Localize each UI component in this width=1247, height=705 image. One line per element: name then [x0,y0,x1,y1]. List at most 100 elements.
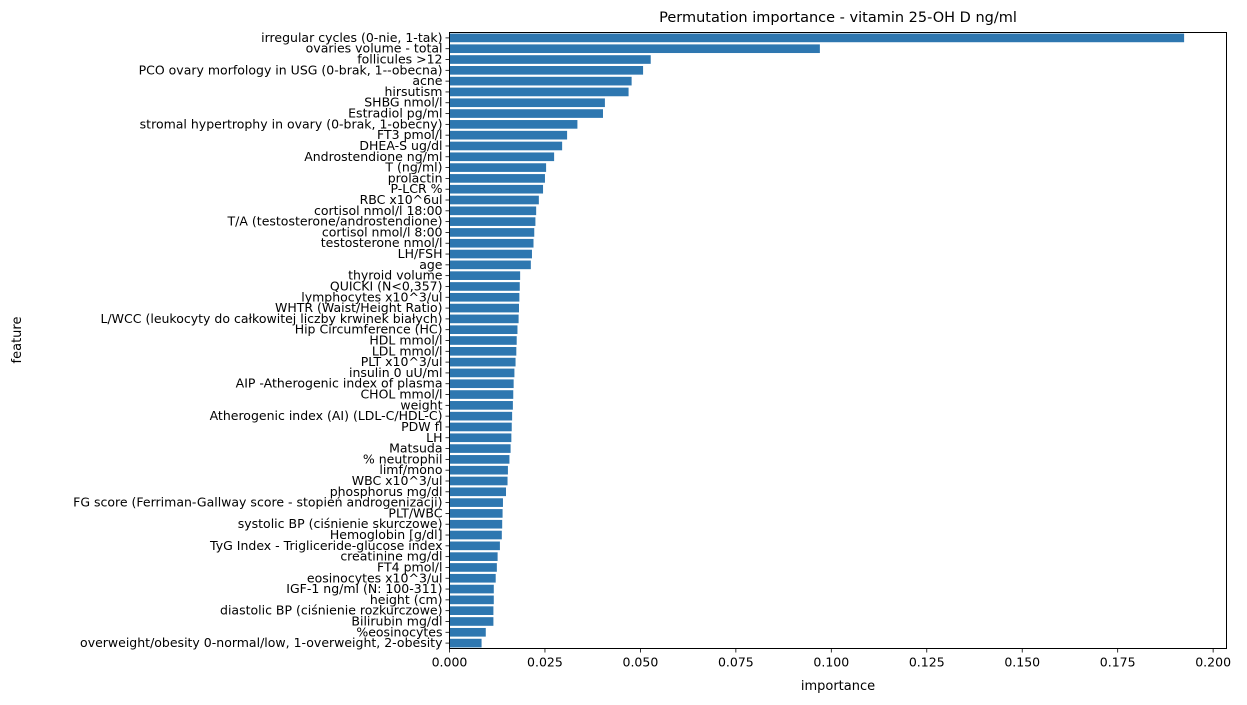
bar [449,120,578,129]
bar [449,573,496,583]
category-label: irregular cycles (0-nie, 1-tak) [261,30,442,45]
category-label: T (ng/ml) [384,160,442,175]
category-label: prolactin [388,170,443,185]
category-label: diastolic BP (ciśnienie rozkurczowe) [220,603,442,618]
bar [449,465,508,475]
category-label: HDL mmol/l [369,333,442,348]
bar [449,617,494,626]
category-label: WBC x10^3/ul [352,473,443,488]
category-label: WHTR (Waist/Height Ratio) [275,300,443,315]
bar [449,130,568,140]
category-label: limf/mono [379,462,442,477]
category-label: IGF-1 ng/ml (N: 100-311) [286,581,442,596]
x-axis-label: importance [801,679,875,694]
category-label: LH/FSH [398,246,443,261]
bar [449,509,503,518]
bar [449,260,531,270]
category-label: PDW fl [401,419,442,434]
bar [449,98,605,108]
category-label: DHEA-S ug/dl [359,138,442,153]
bar [449,249,532,259]
bar [449,563,497,572]
bar [449,422,512,432]
category-label: Atherogenic index (AI) (LDL-C/HDL-C) [210,408,443,423]
bar [449,163,547,172]
category-label: cortisol nmol/l 8:00 [322,224,443,239]
category-label: hirsutism [384,84,442,99]
bar [449,627,486,637]
bar [449,152,555,162]
category-label: weight [400,397,442,412]
category-label: FG score (Ferriman-Gallway score - stopi… [73,495,442,510]
category-label: PCO ovary morfology in USG (0-brak, 1--o… [139,62,443,77]
bar [449,595,494,605]
bar [449,401,513,410]
category-label: FT4 pmol/l [377,559,442,574]
category-label: overweight/obesity 0-normal/low, 1-overw… [80,635,443,650]
category-label: Estradiol pg/ml [348,106,442,121]
category-label: Androstendione ng/ml [304,149,442,164]
category-label: TyG Index - Trigliceride-glucose index [209,538,442,553]
x-tick-label: 0.000 [432,655,468,670]
x-tick-label: 0.150 [1004,655,1040,670]
bar [449,303,519,313]
category-label: insulin 0 uU/ml [349,365,443,380]
bar [449,606,494,615]
category-label: systolic BP (ciśnienie skurczowe) [238,516,443,531]
bar [449,444,511,453]
bar [449,184,544,194]
category-label: PLT/WBC [388,505,442,520]
bar [449,476,508,486]
category-label: height (cm) [370,592,443,607]
bar [449,530,502,540]
category-label: LH [426,430,442,445]
bar [449,346,517,356]
bar [449,33,1185,43]
category-label: ovaries volume - total [306,41,443,56]
category-label: testosterone nmol/l [321,235,443,250]
bar [449,336,517,345]
x-tick-label: 0.050 [623,655,659,670]
category-label: T/A (testosterone/androstendione) [227,214,443,229]
bar [449,206,537,216]
category-label: follicules >12 [357,52,442,67]
bar [449,66,644,75]
category-label: Matsuda [389,441,442,456]
bar [449,238,534,248]
category-label: % neutrophil [363,451,443,466]
bar [449,390,514,399]
category-labels-group: irregular cycles (0-nie, 1-tak)ovaries v… [73,30,450,650]
bar [449,638,482,648]
bars-group [449,33,1185,648]
bar [449,76,632,86]
bar [449,455,510,464]
category-label: FT3 pmol/l [377,127,442,142]
bar [449,109,603,118]
category-label: SHBG nmol/l [364,95,442,110]
x-tick-label: 0.175 [1100,655,1136,670]
chart-title: Permutation importance - vitamin 25-OH D… [659,10,1017,26]
category-label: L/WCC (leukocyty do całkowitej liczby kr… [101,311,443,326]
category-label: %eosinocytes [356,624,442,639]
bar [449,87,629,97]
category-label: Hip Circumference (HC) [295,322,443,337]
category-label: P-LCR % [390,181,442,196]
category-label: phosphorus mg/dl [330,484,443,499]
bar [449,357,516,367]
x-tick-label: 0.100 [813,655,849,670]
x-tick-label: 0.075 [718,655,754,670]
bar [449,487,507,497]
category-label: lymphocytes x10^3/ul [301,289,442,304]
bar [449,541,500,551]
bar [449,271,521,280]
category-label: LDL mmol/l [372,343,443,358]
bar [449,55,651,64]
category-label: QUICKI (N<0,357) [330,278,443,293]
bar [449,217,536,226]
category-label: eosinocytes x10^3/ul [307,570,443,585]
category-label: creatinine mg/dl [340,549,442,564]
category-label: PLT x10^3/ul [361,354,443,369]
category-label: cortisol nmol/l 18:00 [314,203,443,218]
bar [449,195,539,205]
